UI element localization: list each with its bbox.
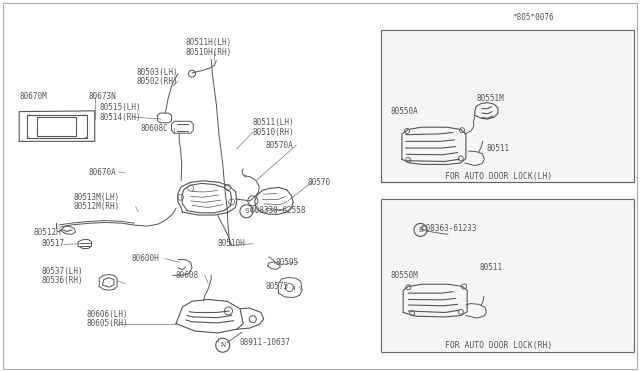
Text: 80517: 80517 [42,239,65,248]
Text: FOR AUTO DOOR LOCK(LH): FOR AUTO DOOR LOCK(LH) [445,172,552,181]
Text: S: S [244,208,248,214]
Text: 80570: 80570 [307,178,330,187]
Text: 80513M(LH): 80513M(LH) [74,193,120,202]
Text: 80511: 80511 [486,144,509,153]
Text: 80608C: 80608C [141,124,168,133]
Text: 80670M: 80670M [19,92,47,101]
Text: N: N [220,342,225,348]
Text: FOR AUTO DOOR LOCK(RH): FOR AUTO DOOR LOCK(RH) [445,341,552,350]
Text: 80510H: 80510H [218,239,245,248]
Text: 80515(LH): 80515(LH) [99,103,141,112]
Text: 80512M(RH): 80512M(RH) [74,202,120,211]
Text: 80514(RH): 80514(RH) [99,113,141,122]
Text: 80537(LH): 80537(LH) [42,267,83,276]
Text: 80595: 80595 [275,258,298,267]
Text: 80511: 80511 [480,263,503,272]
Text: 80673N: 80673N [88,92,116,101]
Text: 80575: 80575 [266,282,289,291]
Text: B: B [418,227,423,233]
Text: 80510(RH): 80510(RH) [253,128,294,137]
Text: ©08330-62558: ©08330-62558 [250,206,305,215]
Text: 80503(LH): 80503(LH) [136,68,178,77]
Text: 80606(LH): 80606(LH) [86,310,128,319]
Text: 80510H(RH): 80510H(RH) [186,48,232,57]
Text: 80550A: 80550A [390,107,418,116]
Text: 80502(RH): 80502(RH) [136,77,178,86]
Text: 08911-10637: 08911-10637 [240,338,291,347]
Text: 80551M: 80551M [477,94,504,103]
Text: 80605(RH): 80605(RH) [86,319,128,328]
Text: 80608: 80608 [176,271,199,280]
Text: ©08363-61233: ©08363-61233 [421,224,477,233]
Text: 80670A: 80670A [88,169,116,177]
Text: 80511H(LH): 80511H(LH) [186,38,232,47]
Text: 80600H: 80600H [131,254,159,263]
Text: 80511(LH): 80511(LH) [253,118,294,127]
Text: 80550M: 80550M [390,271,418,280]
Text: *805*0076: *805*0076 [512,13,554,22]
Bar [381,199,634,352]
Bar [381,30,634,182]
Text: 80570A: 80570A [266,141,293,150]
Text: 80512H: 80512H [33,228,61,237]
Text: 80536(RH): 80536(RH) [42,276,83,285]
